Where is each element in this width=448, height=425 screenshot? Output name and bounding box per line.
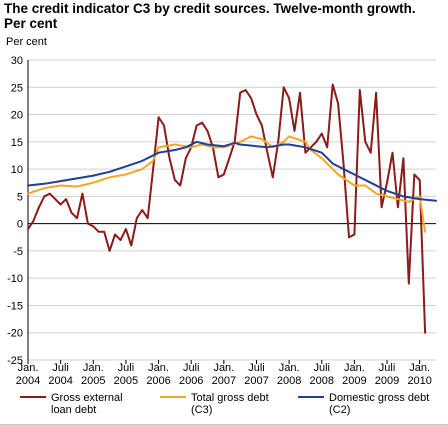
y-tick-label: -20 — [7, 328, 23, 340]
x-tick-label-top: Jan. — [18, 362, 39, 374]
x-tick-label-bottom: 2009 — [342, 375, 366, 387]
x-tick-label-bottom: 2007 — [212, 375, 236, 387]
x-tick-label-top: Jan. — [344, 362, 365, 374]
y-tick-label: -15 — [7, 300, 23, 312]
x-tick-label-top: Jan. — [279, 362, 300, 374]
legend-label: Gross external — [51, 392, 123, 404]
x-tick-label-bottom: 2008 — [277, 375, 301, 387]
x-tick-label-top: Juli — [118, 362, 135, 374]
y-tick-label: 0 — [17, 219, 23, 231]
y-tick-label: 25 — [11, 82, 23, 94]
y-tick-label: -5 — [13, 246, 23, 258]
x-tick-label-bottom: 2008 — [310, 375, 334, 387]
series-line-total-gross-debt-c3 — [27, 135, 427, 233]
y-tick-label: 15 — [11, 137, 23, 149]
x-tick-label-bottom: 2005 — [114, 375, 138, 387]
x-tick-label-bottom: 2005 — [81, 375, 105, 387]
series-line-gross-external-loan-debt — [27, 83, 427, 334]
x-tick-label-top: Juli — [248, 362, 265, 374]
legend-label: Domestic gross debt — [329, 392, 429, 404]
y-tick-label: 10 — [11, 164, 23, 176]
x-tick-label-bottom: 2006 — [179, 375, 203, 387]
legend-label: loan debt — [51, 404, 96, 416]
x-tick-label-top: Juli — [379, 362, 396, 374]
chart-title: The credit indicator C3 by credit source… — [4, 1, 444, 31]
x-tick-label-top: Jan. — [148, 362, 169, 374]
x-tick-label-bottom: 2007 — [244, 375, 268, 387]
x-tick-label-top: Jan. — [409, 362, 430, 374]
y-tick-label: 5 — [17, 191, 23, 203]
x-tick-label-bottom: 2004 — [16, 375, 40, 387]
y-tick-label: -10 — [7, 273, 23, 285]
legend-label: (C2) — [329, 404, 350, 416]
chart-title-line2: Per cent — [4, 16, 58, 31]
y-axis-unit-label: Per cent — [6, 36, 47, 48]
x-tick-label-bottom: 2009 — [375, 375, 399, 387]
x-tick-label-top: Juli — [183, 362, 200, 374]
y-tick-label: -25 — [7, 355, 23, 367]
y-tick-label: 20 — [11, 110, 23, 122]
x-tick-label-bottom: 2004 — [48, 375, 72, 387]
chart-title-line1: The credit indicator C3 by credit source… — [4, 1, 416, 16]
legend-label: Total gross debt — [191, 392, 269, 404]
x-tick-label-bottom: 2010 — [407, 375, 431, 387]
x-tick-label-top: Juli — [314, 362, 331, 374]
x-tick-label-top: Jan. — [213, 362, 234, 374]
legend-label: (C3) — [191, 404, 212, 416]
y-tick-label: 30 — [11, 55, 23, 67]
x-tick-label-bottom: 2006 — [146, 375, 170, 387]
x-tick-label-top: Jan. — [83, 362, 104, 374]
series-line-domestic-gross-debt-c2 — [27, 140, 437, 202]
x-tick-label-top: Juli — [52, 362, 69, 374]
